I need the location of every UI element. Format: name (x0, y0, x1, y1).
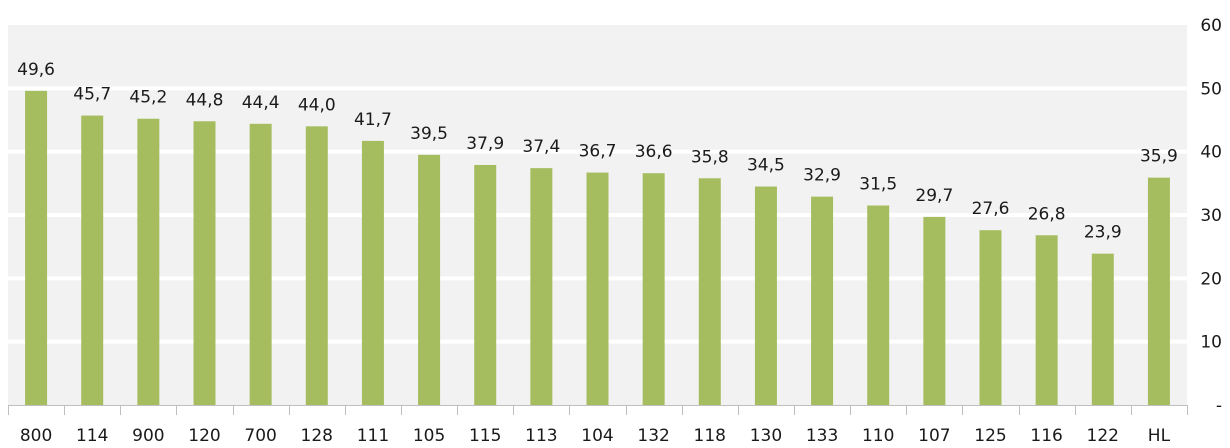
bar (305, 126, 328, 405)
x-tick-label: 115 (469, 426, 501, 446)
bar (923, 216, 946, 405)
y-tick-label: - (1216, 396, 1222, 416)
x-tick-label: 113 (525, 426, 557, 446)
x-tick-label: 122 (1087, 426, 1119, 446)
bar (811, 196, 834, 405)
data-label: 44,4 (242, 93, 280, 113)
data-label: 29,7 (915, 186, 953, 206)
bar (979, 230, 1002, 405)
bar (137, 118, 160, 405)
x-tick-label: 133 (806, 426, 838, 446)
y-tick-label: 20 (1200, 269, 1222, 289)
x-tick-label: 128 (301, 426, 333, 446)
bar (1035, 235, 1058, 405)
y-tick-label: 60 (1200, 16, 1222, 36)
bar (530, 168, 553, 405)
data-label: 34,5 (747, 156, 785, 176)
bar (1091, 253, 1114, 405)
bar (754, 186, 777, 405)
x-tick-label: 800 (20, 426, 52, 446)
data-label: 35,8 (691, 147, 729, 167)
x-tick-label: 104 (581, 426, 613, 446)
data-label: 45,2 (129, 88, 167, 108)
data-label: 36,7 (579, 142, 617, 162)
bar (642, 173, 665, 405)
bar (867, 205, 890, 405)
data-label: 31,5 (859, 175, 897, 195)
x-tick-label: 118 (694, 426, 726, 446)
data-label: 45,7 (73, 85, 111, 105)
x-axis-tick-labels: 800 114 900 120 700 128 111 105 115 113 104 132 118 1… (20, 426, 1171, 446)
x-tick-label: 700 (244, 426, 276, 446)
bar (249, 123, 272, 406)
data-label: 35,9 (1140, 147, 1178, 167)
y-axis-tick-labels: - 10 20 30 40 50 60 (1200, 16, 1222, 416)
bar (418, 154, 441, 405)
x-tick-label: 105 (413, 426, 445, 446)
data-label: 32,9 (803, 166, 841, 186)
x-tick-label: 110 (862, 426, 894, 446)
bar (361, 140, 384, 405)
bar (193, 121, 216, 406)
data-label: 39,5 (410, 124, 448, 144)
bar (698, 178, 721, 405)
data-label: 36,6 (635, 142, 673, 162)
x-tick-label: 900 (132, 426, 164, 446)
x-tick-label: 114 (76, 426, 108, 446)
y-tick-label: 50 (1200, 79, 1222, 99)
data-label: 23,9 (1084, 223, 1122, 243)
bar-series (25, 90, 1170, 406)
y-tick-label: 10 (1200, 333, 1222, 353)
data-label: 44,0 (298, 95, 336, 115)
x-tick-label: 120 (188, 426, 220, 446)
x-tick-label: 132 (637, 426, 669, 446)
data-labels: 49,6 45,7 45,2 44,8 44,4 44,0 41,7 39,5 37,9 37,4… (17, 60, 1178, 243)
x-tick-label: 116 (1030, 426, 1062, 446)
data-label: 26,8 (1028, 204, 1066, 224)
data-label: 41,7 (354, 110, 392, 130)
x-tick-label: 130 (750, 426, 782, 446)
x-tick-label: 125 (974, 426, 1006, 446)
bar (1147, 177, 1170, 405)
bar (25, 90, 48, 405)
y-tick-label: 30 (1200, 206, 1222, 226)
x-tick-label: 111 (357, 426, 389, 446)
data-label: 37,9 (466, 134, 504, 154)
data-label: 27,6 (972, 199, 1010, 219)
data-label: 44,8 (186, 90, 224, 110)
x-tick-label: 107 (918, 426, 950, 446)
data-label: 49,6 (17, 60, 55, 80)
data-label: 37,4 (522, 137, 560, 157)
x-tick-label: HL (1148, 426, 1171, 446)
bar (474, 164, 497, 405)
y-tick-label: 40 (1200, 143, 1222, 163)
bar (81, 115, 104, 406)
bar (586, 172, 609, 405)
x-axis-tick-marks (8, 405, 1188, 415)
